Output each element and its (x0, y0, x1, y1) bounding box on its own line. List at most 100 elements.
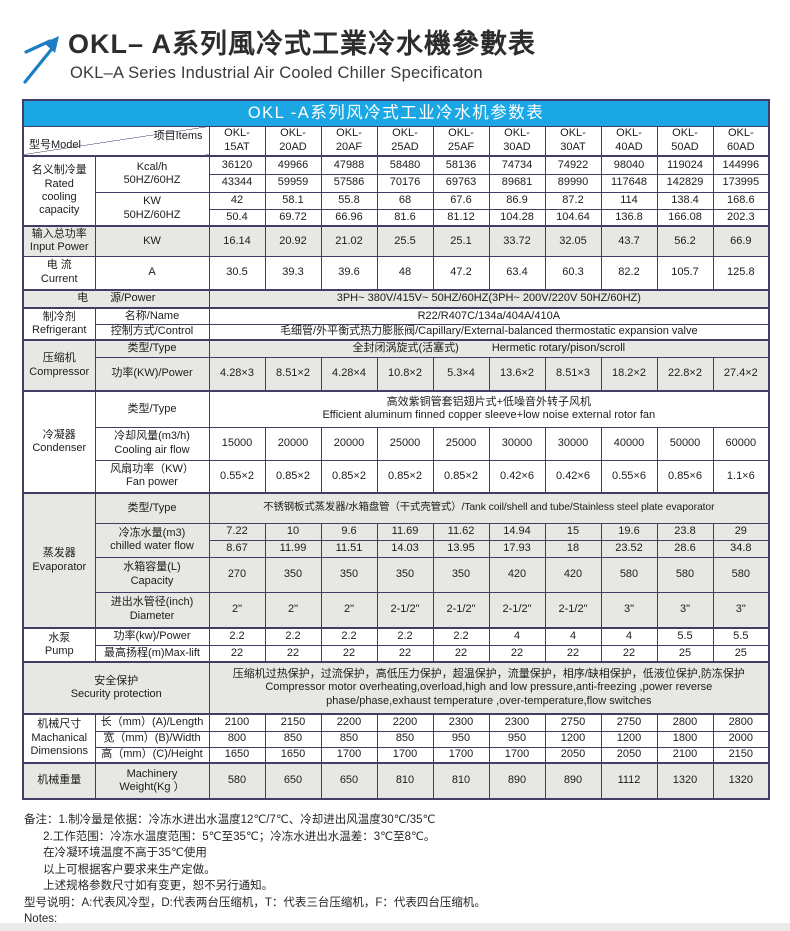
row-sublabel: 功率(kw)/Power (94, 627, 210, 646)
value-cell: 59959 (264, 173, 322, 193)
value-cell: 47988 (320, 155, 378, 175)
value-cell: 4.28×4 (320, 356, 378, 392)
spec-table: OKL -A系列风冷式工业冷水机参数表 型号Model 项目Items OKL- 15… (22, 99, 771, 800)
row-sublabel: KW 50HZ/60HZ (94, 191, 210, 227)
value-cell: 15 (544, 522, 602, 541)
value-cell: 1200 (544, 730, 602, 748)
value-cell: 104.28 (488, 208, 546, 227)
value-cell: 22 (264, 644, 322, 663)
value-cell: 8.51×2 (264, 356, 322, 392)
value-cell: 125.8 (712, 255, 770, 291)
value-cell: 168.6 (712, 191, 770, 210)
row-sublabel: 长（mm）(A)/Length (94, 713, 210, 732)
value-cell: 22.8×2 (656, 356, 714, 392)
value-cell: 0.85×6 (656, 459, 714, 494)
value-cell: 22 (600, 644, 658, 663)
value-cell: 55.8 (320, 191, 378, 210)
value-cell: 350 (320, 556, 378, 593)
row-label: 蒸发器 Evaporator (22, 492, 96, 629)
value-cell: 36120 (208, 155, 266, 175)
value-cell: 2300 (432, 713, 490, 732)
value-cell: 2-1/2" (488, 591, 546, 629)
value-cell: 350 (432, 556, 490, 593)
value-cell: 2750 (544, 713, 602, 732)
value-cell: 202.3 (712, 208, 770, 227)
value-cell: 3PH~ 380V/415V~ 50HZ/60HZ(3PH~ 200V/220V… (208, 289, 770, 309)
value-cell: 40000 (600, 426, 658, 461)
model-header: OKL- 25AD (376, 125, 434, 157)
value-cell: 1.1×6 (712, 459, 770, 494)
value-cell: 4 (544, 627, 602, 646)
value-cell: 13.95 (432, 539, 490, 558)
value-cell: 0.85×2 (264, 459, 322, 494)
value-cell: 19.6 (600, 522, 658, 541)
value-cell: 28.6 (656, 539, 714, 558)
value-cell: 5.5 (712, 627, 770, 646)
value-cell: 4.28×3 (208, 356, 266, 392)
value-cell: 20000 (320, 426, 378, 461)
value-cell: 2" (320, 591, 378, 629)
page-title: OKL– A系列風冷式工業冷水機參數表 (68, 29, 537, 59)
value-cell: 2-1/2" (376, 591, 434, 629)
value-cell: 25.1 (432, 225, 490, 257)
value-cell: 14.94 (488, 522, 546, 541)
value-cell: 全封闭涡旋式(活塞式) Hermetic rotary/pison/scroll (208, 339, 770, 358)
row-label: 机械尺寸 Machanical Dimensions (22, 713, 96, 764)
row-sublabel: 风扇功率（KW） Fan power (94, 459, 210, 494)
model-header: OKL- 60AD (712, 125, 770, 157)
note-line: 备注：1.制冷量是依据：冷冻水进出水温度12℃/7℃、冷却进出风温度30℃/35… (24, 814, 436, 826)
row-sublabel: 控制方式/Control (94, 323, 210, 341)
value-cell: 1200 (600, 730, 658, 748)
value-cell: 1700 (320, 746, 378, 764)
value-cell: 3" (656, 591, 714, 629)
value-cell: 0.85×2 (320, 459, 378, 494)
note-line: 型号说明：A:代表风冷型，D:代表两台压缩机，T：代表三台压缩机，F：代表四台压… (24, 896, 486, 909)
value-cell: 2050 (600, 746, 658, 764)
value-cell: 39.6 (320, 255, 378, 291)
table-banner: OKL -A系列风冷式工业冷水机参数表 (22, 99, 770, 127)
value-cell: 2.2 (264, 627, 322, 646)
value-cell: 105.7 (656, 255, 714, 291)
value-cell: 22 (488, 644, 546, 663)
row-sublabel: Kcal/h 50HZ/60HZ (94, 155, 210, 193)
row-label: 电 流 Current (22, 255, 96, 291)
value-cell: 10 (264, 522, 322, 541)
value-cell: 30.5 (208, 255, 266, 291)
value-cell: 60000 (712, 426, 770, 461)
value-cell: 毛细管/外平衡式热力膨胀阀/Capillary/External-balance… (208, 323, 770, 341)
value-cell: 3" (712, 591, 770, 629)
model-header: OKL- 40AD (600, 125, 658, 157)
value-cell: 66.9 (712, 225, 770, 257)
value-cell: 2100 (656, 746, 714, 764)
value-cell: 25 (712, 644, 770, 663)
value-cell: 2150 (264, 713, 322, 732)
value-cell: 1320 (656, 762, 714, 800)
value-cell: 9.6 (320, 522, 378, 541)
model-header: OKL- 25AF (432, 125, 490, 157)
row-sublabel: 水箱容量(L) Capacity (94, 556, 210, 593)
value-cell: 50000 (656, 426, 714, 461)
value-cell: 18.2×2 (600, 356, 658, 392)
value-cell: 350 (376, 556, 434, 593)
note-line: 2.工作范围：冷冻水温度范围：5℃至35℃；冷冻水进出水温差：3℃至8℃。 (24, 830, 436, 843)
value-cell: 16.14 (208, 225, 266, 257)
value-cell: 10.8×2 (376, 356, 434, 392)
row-sublabel: 冷冻水量(m3) chilled water flow (94, 522, 210, 558)
model-header: OKL- 20AD (264, 125, 322, 157)
row-label: 压缩机 Compressor (22, 339, 96, 392)
value-cell: 13.6×2 (488, 356, 546, 392)
value-cell: 33.72 (488, 225, 546, 257)
value-cell: 22 (320, 644, 378, 663)
value-cell: 2-1/2" (432, 591, 490, 629)
value-cell: 119024 (656, 155, 714, 175)
value-cell: 1112 (600, 762, 658, 800)
value-cell: 49966 (264, 155, 322, 175)
value-cell: 1800 (656, 730, 714, 748)
value-cell: 2-1/2" (544, 591, 602, 629)
value-cell: 8.51×3 (544, 356, 602, 392)
value-cell: 1700 (376, 746, 434, 764)
value-cell: 8.67 (208, 539, 266, 558)
value-cell: 2300 (488, 713, 546, 732)
value-cell: 22 (432, 644, 490, 663)
model-header: OKL- 30AT (544, 125, 602, 157)
